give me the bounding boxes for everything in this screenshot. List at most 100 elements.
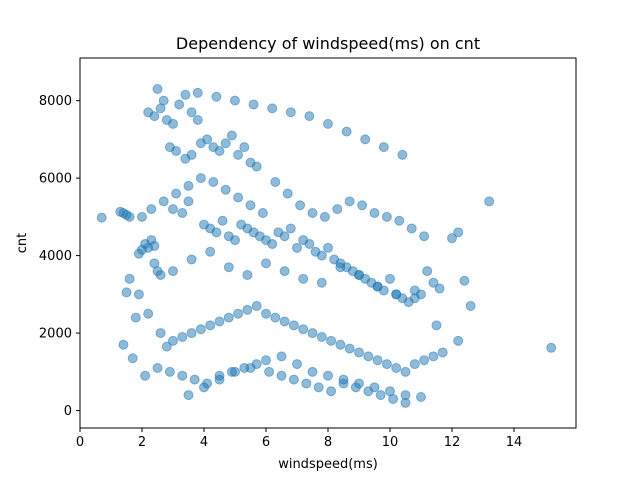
data-point bbox=[422, 266, 433, 277]
data-point bbox=[211, 91, 222, 102]
data-point bbox=[354, 269, 364, 280]
data-point bbox=[261, 258, 271, 269]
data-point bbox=[220, 184, 231, 195]
data-point bbox=[195, 173, 206, 184]
y-tick-label: 2000 bbox=[39, 327, 72, 342]
data-point bbox=[372, 355, 383, 366]
data-point bbox=[400, 366, 411, 377]
data-point bbox=[208, 176, 219, 187]
data-point bbox=[124, 273, 135, 284]
data-point bbox=[152, 83, 163, 94]
x-axis-ticks: 0 2 4 6 8 10 12 14 bbox=[76, 428, 522, 450]
data-point bbox=[354, 347, 364, 358]
x-tick-label: 4 bbox=[200, 435, 208, 450]
data-point bbox=[285, 107, 296, 118]
data-point bbox=[192, 114, 203, 125]
data-point bbox=[409, 359, 420, 370]
data-point bbox=[158, 95, 169, 106]
data-point bbox=[434, 283, 445, 294]
data-point bbox=[428, 351, 439, 362]
data-point bbox=[307, 366, 318, 377]
data-point bbox=[391, 362, 402, 373]
data-point bbox=[152, 362, 163, 373]
data-point bbox=[326, 386, 337, 397]
data-point bbox=[251, 161, 262, 172]
data-point bbox=[400, 390, 411, 401]
data-point bbox=[316, 331, 327, 342]
y-axis-ticks: 0 2000 4000 6000 8000 bbox=[39, 94, 80, 419]
data-point bbox=[298, 273, 309, 284]
data-point bbox=[288, 320, 299, 331]
data-point bbox=[354, 378, 364, 389]
x-tick-label: 12 bbox=[444, 435, 461, 450]
data-point bbox=[316, 250, 327, 261]
x-tick-label: 8 bbox=[324, 435, 332, 450]
chart-title: Dependency of windspeed(ms) on cnt bbox=[176, 34, 480, 53]
data-point bbox=[192, 87, 203, 98]
data-point bbox=[453, 335, 464, 346]
data-point bbox=[202, 134, 213, 145]
data-point bbox=[381, 211, 392, 222]
data-point bbox=[437, 347, 448, 358]
data-point bbox=[279, 266, 290, 277]
data-point bbox=[276, 351, 287, 362]
data-point bbox=[484, 196, 495, 207]
data-point bbox=[137, 211, 147, 222]
data-point bbox=[199, 382, 209, 393]
data-point bbox=[341, 126, 352, 137]
data-point bbox=[298, 324, 309, 335]
data-point bbox=[251, 300, 262, 311]
data-point bbox=[155, 269, 166, 280]
data-point bbox=[360, 134, 371, 145]
data-point bbox=[453, 227, 464, 238]
data-point bbox=[257, 207, 268, 218]
data-point bbox=[205, 320, 216, 331]
data-point bbox=[261, 308, 271, 319]
data-point bbox=[385, 386, 395, 397]
data-point bbox=[149, 240, 160, 251]
data-point bbox=[220, 138, 231, 149]
data-point bbox=[447, 233, 457, 244]
data-point bbox=[233, 308, 244, 319]
data-point bbox=[164, 366, 175, 377]
data-point bbox=[168, 204, 178, 215]
data-point bbox=[183, 196, 194, 207]
data-point bbox=[186, 149, 197, 160]
data-point bbox=[428, 277, 439, 288]
data-point bbox=[270, 176, 281, 187]
data-point bbox=[146, 204, 157, 215]
data-point bbox=[326, 335, 337, 346]
data-point bbox=[288, 374, 299, 385]
data-points bbox=[96, 83, 557, 408]
data-point bbox=[323, 118, 333, 129]
data-point bbox=[242, 269, 253, 280]
data-point bbox=[385, 273, 395, 284]
data-point bbox=[230, 235, 240, 246]
data-point bbox=[127, 353, 138, 364]
data-point bbox=[301, 378, 312, 389]
data-point bbox=[416, 392, 426, 403]
data-point bbox=[177, 370, 188, 381]
data-point bbox=[546, 342, 557, 353]
data-point bbox=[419, 231, 430, 242]
data-point bbox=[158, 196, 169, 207]
data-point bbox=[96, 212, 107, 223]
data-point bbox=[369, 382, 380, 393]
data-point bbox=[261, 355, 271, 366]
data-point bbox=[149, 111, 160, 122]
x-tick-label: 14 bbox=[506, 435, 523, 450]
data-point bbox=[168, 266, 178, 277]
data-point bbox=[381, 359, 392, 370]
data-point bbox=[304, 111, 315, 122]
data-point bbox=[459, 275, 470, 286]
data-point bbox=[264, 366, 275, 377]
data-point bbox=[394, 215, 405, 226]
data-point bbox=[171, 145, 182, 156]
data-point bbox=[465, 300, 476, 311]
data-point bbox=[230, 95, 240, 106]
data-point bbox=[174, 99, 185, 110]
x-tick-label: 6 bbox=[262, 435, 270, 450]
x-tick-label: 2 bbox=[138, 435, 146, 450]
data-point bbox=[177, 207, 188, 218]
data-point bbox=[180, 89, 191, 100]
